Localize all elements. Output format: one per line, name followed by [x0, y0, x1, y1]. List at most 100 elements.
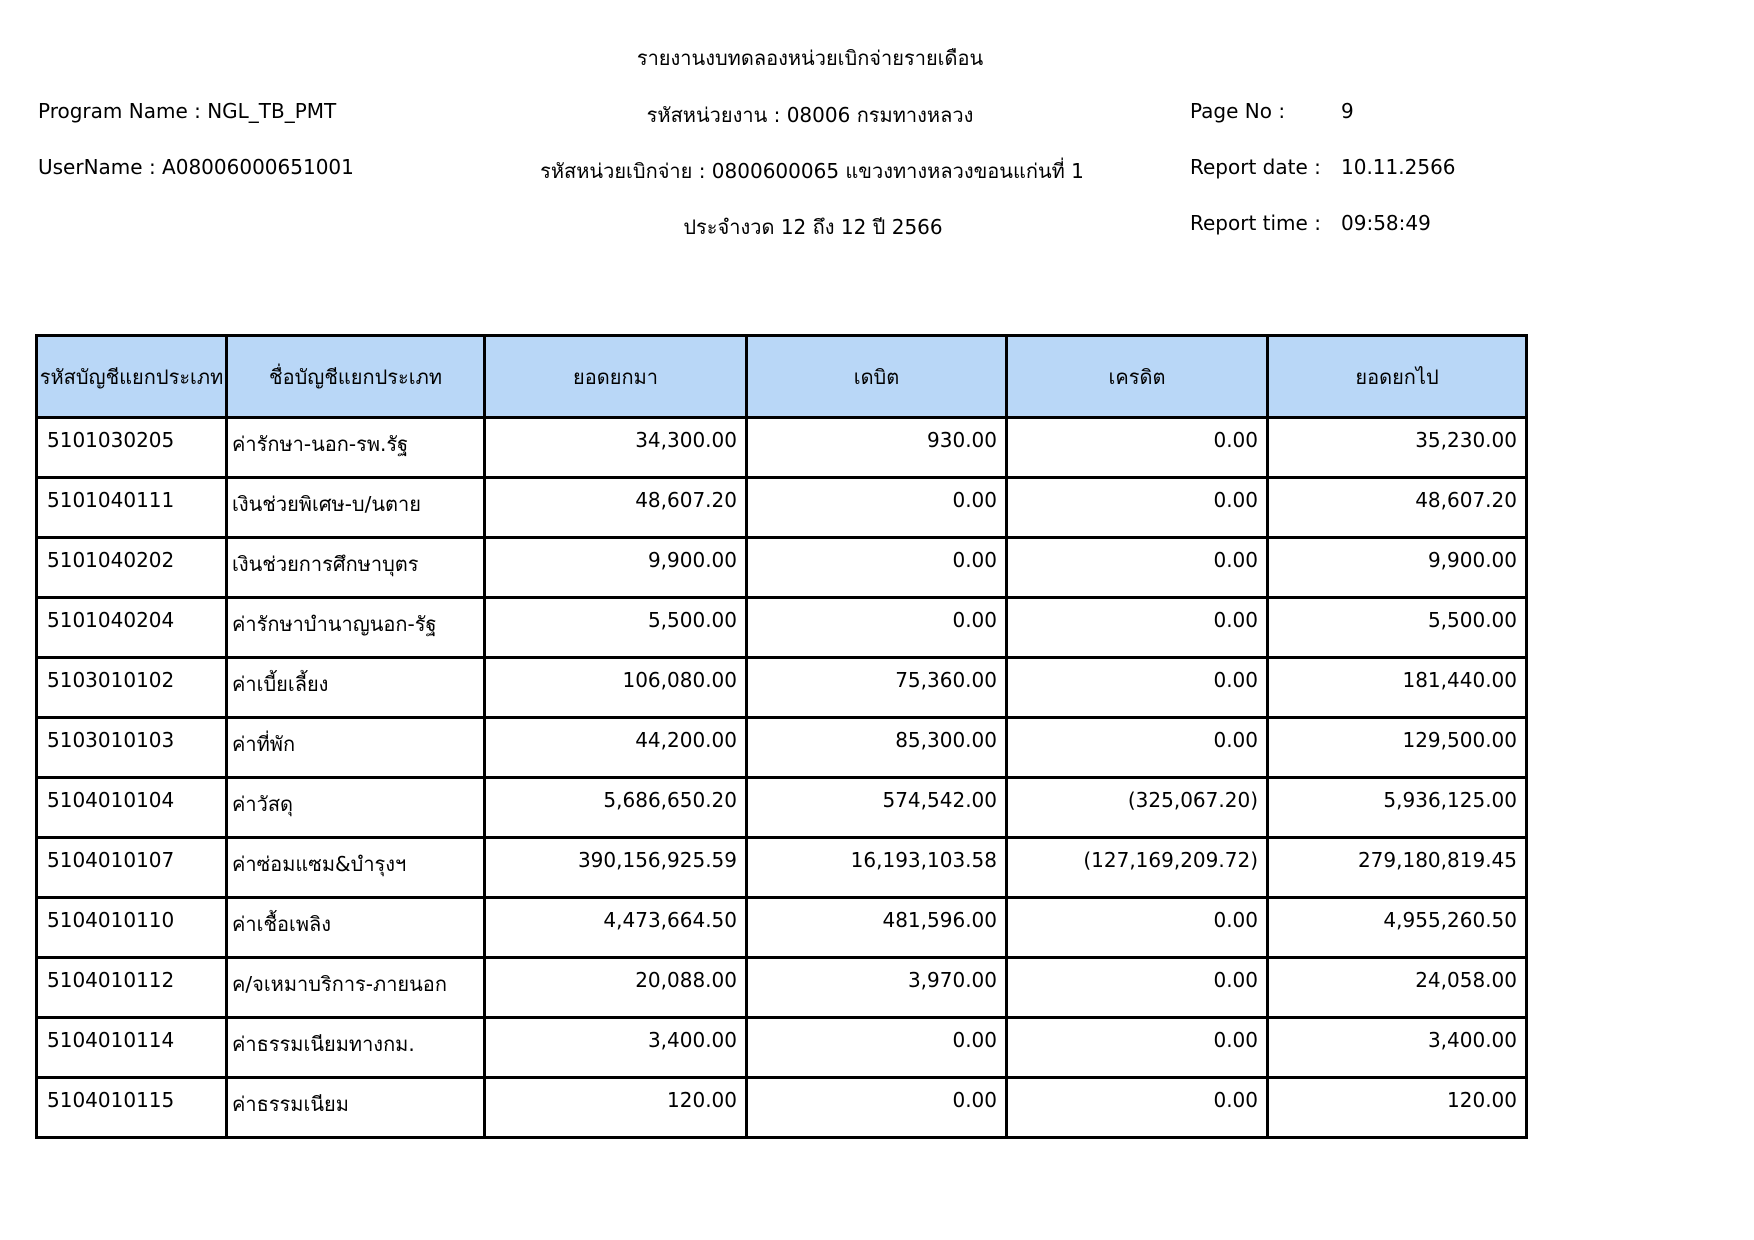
cell-debit: 0.00 — [745, 476, 1008, 539]
cell-credit: (127,169,209.72) — [1005, 836, 1269, 899]
cell-account-name: ค่าซ่อมแซม&บำรุงฯ — [225, 836, 486, 899]
cell-account-code: 5101040204 — [35, 596, 228, 659]
cell-account-code: 5101040111 — [35, 476, 228, 539]
program-name-line: Program Name : NGL_TB_PMT — [38, 99, 337, 123]
cell-account-name: ค่าวัสดุ — [225, 776, 486, 839]
cell-balance-carried: 24,058.00 — [1266, 956, 1528, 1019]
cell-debit: 75,360.00 — [745, 656, 1008, 719]
table-row: 5103010102 ค่าเบี้ยเลี้ยง 106,080.00 75,360… — [35, 656, 1528, 719]
cell-credit: 0.00 — [1005, 596, 1269, 659]
cell-balance-carried: 3,400.00 — [1266, 1016, 1528, 1079]
cell-credit: 0.00 — [1005, 536, 1269, 599]
cell-account-name: ค่าธรรมเนียมทางกม. — [225, 1016, 486, 1079]
cell-balance-carried: 4,955,260.50 — [1266, 896, 1528, 959]
cell-credit: 0.00 — [1005, 656, 1269, 719]
column-header-credit: เครดิต — [1005, 334, 1269, 419]
report-date-value: 10.11.2566 — [1341, 155, 1456, 179]
column-header-account-name: ชื่อบัญชีแยกประเภท — [225, 334, 486, 419]
cell-balance-carried: 48,607.20 — [1266, 476, 1528, 539]
cell-debit: 16,193,103.58 — [745, 836, 1008, 899]
cell-balance-forward: 9,900.00 — [483, 536, 748, 599]
column-header-balance-carried: ยอดยกไป — [1266, 334, 1528, 419]
cell-account-name: ค่ารักษา-นอก-รพ.รัฐ — [225, 416, 486, 479]
cell-account-name: ค่าเบี้ยเลี้ยง — [225, 656, 486, 719]
cell-balance-carried: 9,900.00 — [1266, 536, 1528, 599]
column-header-account-code: รหัสบัญชีแยกประเภท — [35, 334, 228, 419]
cell-account-code: 5104010114 — [35, 1016, 228, 1079]
table-row: 5103010103 ค่าที่พัก 44,200.00 85,300.00 0.0… — [35, 716, 1528, 779]
table-row: 5101030205 ค่ารักษา-นอก-รพ.รัฐ 34,300.00 93… — [35, 416, 1528, 479]
table-row: 5101040204 ค่ารักษาบำนาญนอก-รัฐ 5,500.00 0.… — [35, 596, 1528, 659]
cell-balance-forward: 5,686,650.20 — [483, 776, 748, 839]
cell-credit: 0.00 — [1005, 476, 1269, 539]
table-row: 5104010110 ค่าเชื้อเพลิง 4,473,664.50 481,5… — [35, 896, 1528, 959]
cell-balance-forward: 106,080.00 — [483, 656, 748, 719]
cell-debit: 930.00 — [745, 416, 1008, 479]
cell-debit: 3,970.00 — [745, 956, 1008, 1019]
cell-debit: 0.00 — [745, 1016, 1008, 1079]
report-time-value: 09:58:49 — [1341, 211, 1431, 235]
table-row: 5104010104 ค่าวัสดุ 5,686,650.20 574,542.00… — [35, 776, 1528, 839]
table-row: 5104010112 ค/จเหมาบริการ-ภายนอก 20,088.00 3… — [35, 956, 1528, 1019]
cell-debit: 0.00 — [745, 1076, 1008, 1139]
report-time-label: Report time : — [1190, 211, 1321, 235]
table-header-row: รหัสบัญชีแยกประเภท ชื่อบัญชีแยกประเภท ยอดย… — [35, 334, 1528, 419]
username-line: UserName : A08006000651001 — [38, 155, 354, 179]
cell-balance-forward: 20,088.00 — [483, 956, 748, 1019]
cell-account-name: ค/จเหมาบริการ-ภายนอก — [225, 956, 486, 1019]
cell-balance-carried: 5,936,125.00 — [1266, 776, 1528, 839]
cell-account-code: 5104010104 — [35, 776, 228, 839]
report-title: รายงานงบทดลองหน่วยเบิกจ่ายรายเดือน — [636, 46, 984, 70]
page-no-value: 9 — [1341, 99, 1354, 123]
cell-debit: 0.00 — [745, 536, 1008, 599]
table-row: 5104010107 ค่าซ่อมแซม&บำรุงฯ 390,156,925.5… — [35, 836, 1528, 899]
cell-credit: 0.00 — [1005, 1016, 1269, 1079]
cell-account-code: 5104010112 — [35, 956, 228, 1019]
cell-credit: 0.00 — [1005, 416, 1269, 479]
cell-balance-forward: 390,156,925.59 — [483, 836, 748, 899]
disbursement-unit-line: รหัสหน่วยเบิกจ่าย : 0800600065 แขวงทางหล… — [540, 159, 1084, 183]
trial-balance-table-wrap: รหัสบัญชีแยกประเภท ชื่อบัญชีแยกประเภท ยอดย… — [35, 334, 1528, 1139]
cell-account-name: เงินช่วยการศึกษาบุตร — [225, 536, 486, 599]
cell-account-code: 5104010115 — [35, 1076, 228, 1139]
cell-balance-carried: 5,500.00 — [1266, 596, 1528, 659]
cell-debit: 481,596.00 — [745, 896, 1008, 959]
cell-account-name: ค่าเชื้อเพลิง — [225, 896, 486, 959]
cell-account-name: ค่าธรรมเนียม — [225, 1076, 486, 1139]
cell-credit: 0.00 — [1005, 1076, 1269, 1139]
cell-balance-forward: 4,473,664.50 — [483, 896, 748, 959]
trial-balance-table: รหัสบัญชีแยกประเภท ชื่อบัญชีแยกประเภท ยอดย… — [35, 334, 1528, 1139]
cell-debit: 85,300.00 — [745, 716, 1008, 779]
cell-account-name: ค่ารักษาบำนาญนอก-รัฐ — [225, 596, 486, 659]
cell-balance-forward: 48,607.20 — [483, 476, 748, 539]
column-header-balance-forward: ยอดยกมา — [483, 334, 748, 419]
cell-balance-forward: 120.00 — [483, 1076, 748, 1139]
cell-balance-forward: 34,300.00 — [483, 416, 748, 479]
cell-balance-carried: 181,440.00 — [1266, 656, 1528, 719]
cell-account-code: 5103010103 — [35, 716, 228, 779]
cell-account-name: ค่าที่พัก — [225, 716, 486, 779]
cell-balance-forward: 44,200.00 — [483, 716, 748, 779]
period-line: ประจำงวด 12 ถึง 12 ปี 2566 — [683, 215, 943, 239]
table-body: 5101030205 ค่ารักษา-นอก-รพ.รัฐ 34,300.00 93… — [35, 416, 1528, 1139]
agency-line: รหัสหน่วยงาน : 08006 กรมทางหลวง — [646, 103, 974, 127]
table-row: 5104010115 ค่าธรรมเนียม 120.00 0.00 0.00 120.… — [35, 1076, 1528, 1139]
table-row: 5101040111 เงินช่วยพิเศษ-บ/นตาย 48,607.20 0… — [35, 476, 1528, 539]
cell-account-code: 5104010107 — [35, 836, 228, 899]
cell-debit: 574,542.00 — [745, 776, 1008, 839]
cell-credit: 0.00 — [1005, 896, 1269, 959]
cell-credit: 0.00 — [1005, 956, 1269, 1019]
cell-account-code: 5104010110 — [35, 896, 228, 959]
cell-credit: (325,067.20) — [1005, 776, 1269, 839]
cell-balance-carried: 129,500.00 — [1266, 716, 1528, 779]
cell-account-code: 5103010102 — [35, 656, 228, 719]
cell-balance-carried: 35,230.00 — [1266, 416, 1528, 479]
report-date-label: Report date : — [1190, 155, 1321, 179]
cell-debit: 0.00 — [745, 596, 1008, 659]
cell-account-code: 5101030205 — [35, 416, 228, 479]
column-header-debit: เดบิต — [745, 334, 1008, 419]
table-row: 5104010114 ค่าธรรมเนียมทางกม. 3,400.00 0.00… — [35, 1016, 1528, 1079]
page-no-label: Page No : — [1190, 99, 1286, 123]
cell-account-code: 5101040202 — [35, 536, 228, 599]
